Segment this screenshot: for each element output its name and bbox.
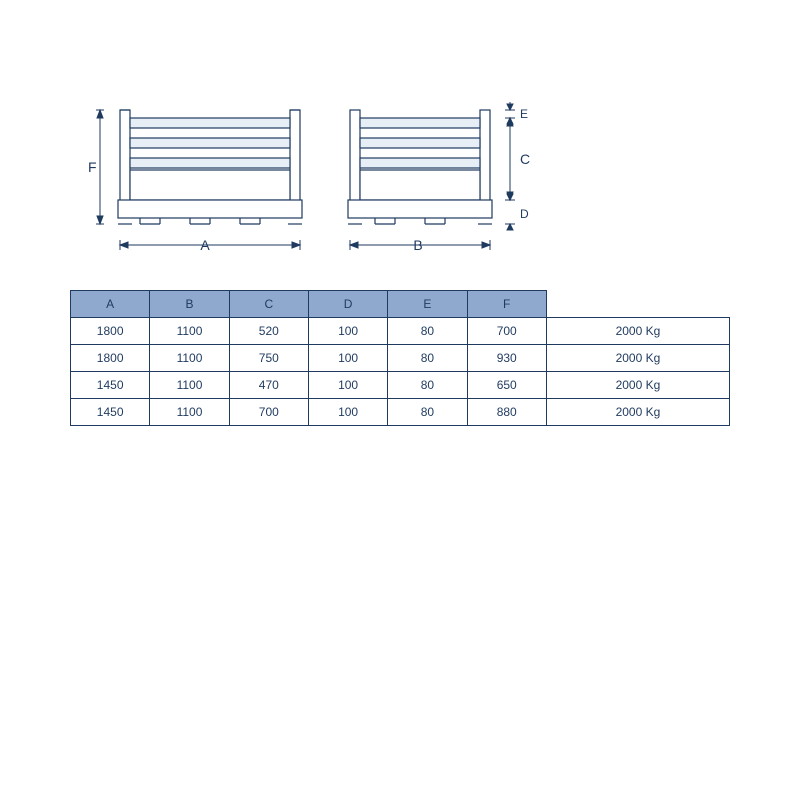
label-E: E <box>520 107 528 121</box>
table-cell: 100 <box>308 318 387 345</box>
table-cell: 1100 <box>150 399 229 426</box>
table-cell: 80 <box>388 372 467 399</box>
table-cell: 2000 Kg <box>546 345 729 372</box>
table-cell: 650 <box>467 372 546 399</box>
table-row: 18001100520100807002000 Kg <box>71 318 730 345</box>
label-B: B <box>413 237 422 253</box>
technical-diagram: F A <box>80 100 560 260</box>
col-header-weight <box>546 291 729 318</box>
table-row: 14501100470100806502000 Kg <box>71 372 730 399</box>
table-cell: 750 <box>229 345 308 372</box>
table-cell: 80 <box>388 345 467 372</box>
table-cell: 930 <box>467 345 546 372</box>
col-header-A: A <box>71 291 150 318</box>
table-cell: 2000 Kg <box>546 372 729 399</box>
col-header-B: B <box>150 291 229 318</box>
col-header-D: D <box>308 291 387 318</box>
table-row: 14501100700100808802000 Kg <box>71 399 730 426</box>
table-cell: 1800 <box>71 318 150 345</box>
table-cell: 1100 <box>150 345 229 372</box>
label-A: A <box>200 237 210 253</box>
col-header-C: C <box>229 291 308 318</box>
table-cell: 2000 Kg <box>546 318 729 345</box>
dimensions-table: ABCDEF18001100520100807002000 Kg18001100… <box>70 290 730 426</box>
table-cell: 700 <box>229 399 308 426</box>
label-F: F <box>88 159 97 175</box>
table-cell: 80 <box>388 399 467 426</box>
table-cell: 100 <box>308 345 387 372</box>
table-cell: 1450 <box>71 399 150 426</box>
table-cell: 2000 Kg <box>546 399 729 426</box>
table-cell: 520 <box>229 318 308 345</box>
col-header-F: F <box>467 291 546 318</box>
table-cell: 470 <box>229 372 308 399</box>
table-cell: 100 <box>308 372 387 399</box>
label-D: D <box>520 207 529 221</box>
table-cell: 80 <box>388 318 467 345</box>
table-cell: 1100 <box>150 318 229 345</box>
table-row: 18001100750100809302000 Kg <box>71 345 730 372</box>
table-cell: 1100 <box>150 372 229 399</box>
table-cell: 1450 <box>71 372 150 399</box>
table-cell: 1800 <box>71 345 150 372</box>
table-cell: 700 <box>467 318 546 345</box>
col-header-E: E <box>388 291 467 318</box>
table-cell: 880 <box>467 399 546 426</box>
table-cell: 100 <box>308 399 387 426</box>
label-C: C <box>520 151 530 167</box>
